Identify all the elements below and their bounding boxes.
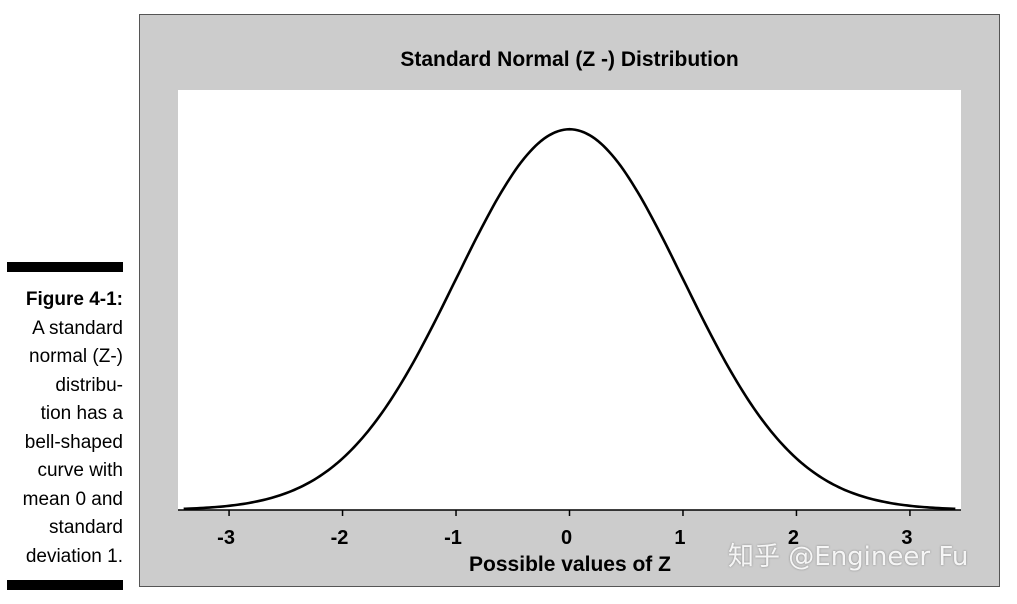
- figure-caption: Figure 4-1: A standard normal (Z-) distr…: [0, 286, 123, 571]
- x-tick-label: 3: [901, 527, 912, 549]
- chart-title: Standard Normal (Z -) Distribution: [400, 48, 739, 71]
- caption-top-rule: [7, 262, 123, 272]
- caption-line: bell-shaped: [24, 431, 123, 453]
- caption-line: A standard: [32, 317, 123, 339]
- caption-line: tion has a: [40, 403, 123, 424]
- caption-line: mean 0 and: [22, 488, 123, 510]
- caption-line: normal (Z-): [29, 346, 123, 367]
- x-tick-label: -3: [217, 527, 235, 549]
- x-tick-label: 1: [674, 527, 685, 549]
- figure-label: Figure 4-1:: [25, 289, 123, 310]
- plot-area: [178, 90, 961, 510]
- caption-line: deviation 1.: [25, 545, 123, 567]
- caption-bottom-rule: [7, 580, 123, 590]
- normal-curve-line: [183, 127, 956, 511]
- caption-line: curve with: [37, 460, 123, 481]
- x-tick-label: 2: [788, 527, 799, 549]
- x-tick-label: -2: [331, 527, 349, 549]
- x-axis-label: Possible values of Z: [469, 553, 671, 576]
- x-tick-label: -1: [444, 527, 462, 549]
- x-tick-label: 0: [561, 527, 572, 549]
- watermark: 知乎 @Engineer Fu: [728, 542, 969, 572]
- caption-line: standard: [49, 517, 123, 538]
- caption-line: distribu-: [55, 374, 123, 396]
